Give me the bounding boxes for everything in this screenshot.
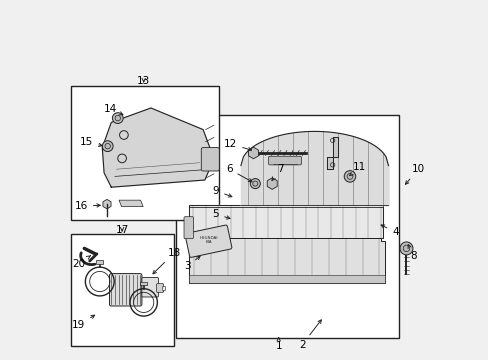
FancyBboxPatch shape bbox=[183, 217, 193, 239]
FancyBboxPatch shape bbox=[156, 284, 163, 292]
Text: 12: 12 bbox=[224, 139, 251, 151]
Text: 17: 17 bbox=[115, 225, 128, 235]
FancyBboxPatch shape bbox=[268, 156, 301, 165]
Text: 19: 19 bbox=[72, 315, 95, 330]
Bar bbox=[71, 234, 174, 346]
Bar bbox=[176, 115, 399, 338]
FancyBboxPatch shape bbox=[185, 225, 231, 257]
Text: 9: 9 bbox=[212, 186, 231, 197]
Text: 8: 8 bbox=[407, 245, 416, 261]
FancyBboxPatch shape bbox=[162, 286, 165, 290]
Bar bbox=[71, 86, 219, 220]
FancyBboxPatch shape bbox=[188, 275, 384, 283]
Text: KIA: KIA bbox=[205, 240, 212, 244]
Circle shape bbox=[250, 179, 260, 189]
FancyBboxPatch shape bbox=[201, 148, 219, 171]
Text: 5: 5 bbox=[212, 209, 229, 219]
Circle shape bbox=[112, 113, 123, 123]
Polygon shape bbox=[188, 205, 382, 238]
Circle shape bbox=[399, 242, 412, 255]
Circle shape bbox=[344, 171, 355, 182]
Text: 6: 6 bbox=[225, 164, 251, 182]
FancyBboxPatch shape bbox=[109, 274, 142, 306]
Polygon shape bbox=[188, 238, 384, 283]
Text: 10: 10 bbox=[405, 164, 424, 184]
Text: 20: 20 bbox=[72, 256, 90, 269]
Text: 3: 3 bbox=[183, 256, 200, 271]
Polygon shape bbox=[102, 108, 213, 187]
Text: 1: 1 bbox=[275, 338, 282, 351]
Polygon shape bbox=[119, 200, 143, 207]
Text: 7: 7 bbox=[271, 164, 283, 180]
Text: 13: 13 bbox=[137, 76, 150, 86]
Text: 15: 15 bbox=[80, 137, 102, 147]
Circle shape bbox=[102, 141, 113, 152]
Bar bbox=[96, 260, 103, 264]
Text: 16: 16 bbox=[75, 201, 100, 211]
Text: 2: 2 bbox=[298, 320, 321, 350]
Text: HYUNDAI: HYUNDAI bbox=[199, 236, 218, 240]
Text: 18: 18 bbox=[153, 248, 181, 274]
Polygon shape bbox=[326, 137, 337, 169]
Text: 11: 11 bbox=[349, 162, 365, 176]
Bar bbox=[140, 282, 147, 285]
Text: 14: 14 bbox=[103, 104, 122, 115]
Text: 4: 4 bbox=[380, 225, 398, 237]
FancyBboxPatch shape bbox=[142, 278, 158, 297]
